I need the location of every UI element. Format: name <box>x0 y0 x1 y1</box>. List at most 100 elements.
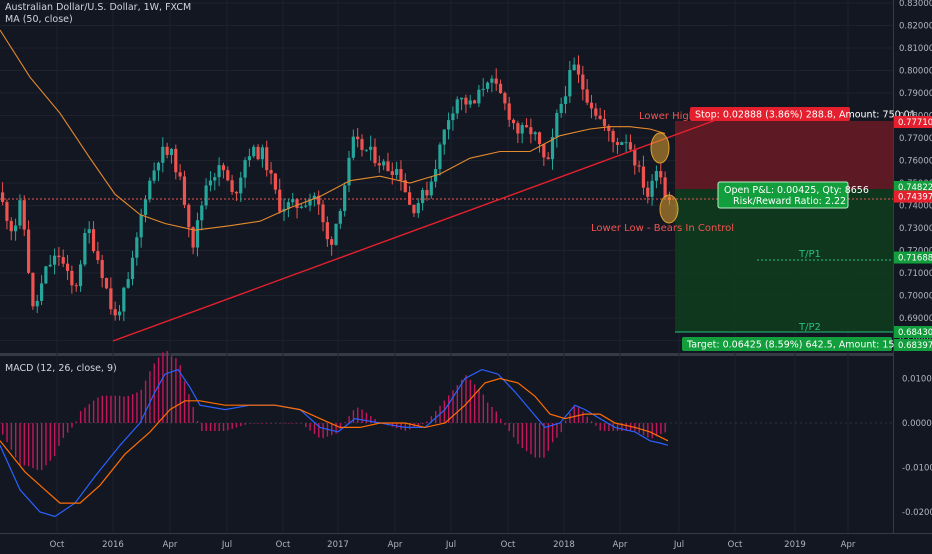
lower-high-marker[interactable] <box>650 132 670 164</box>
lower-low-marker[interactable] <box>659 194 679 224</box>
histogram-bar <box>53 423 56 457</box>
histogram-bar <box>110 395 112 423</box>
candle-body <box>351 136 355 158</box>
price-badge: 0.74397 <box>894 190 932 203</box>
tp2-label[interactable]: T/P2 <box>798 322 821 333</box>
candle-body <box>637 165 641 167</box>
candle-body <box>130 257 135 280</box>
candle-body <box>641 166 646 188</box>
price-tick: 0.74000 <box>899 202 932 212</box>
macd-line[interactable] <box>0 368 669 518</box>
symbol-legend[interactable]: Australian Dollar/U.S. Dollar, 1W, FXCM … <box>5 2 191 26</box>
candle-body <box>429 181 433 196</box>
histogram-bar <box>534 423 536 458</box>
candle-body <box>269 170 273 174</box>
candle-body <box>537 132 542 145</box>
macd-signal-line[interactable] <box>0 377 669 504</box>
candle-body <box>360 139 364 150</box>
histogram-bar <box>660 423 662 435</box>
time-tick: Jul <box>221 540 232 550</box>
stop-loss-zone <box>675 121 893 189</box>
candle-body <box>563 96 568 104</box>
candle-body <box>260 147 264 160</box>
histogram-bar <box>27 423 30 467</box>
histogram-bar <box>205 423 207 432</box>
candle-body <box>403 180 407 193</box>
candle-body <box>654 171 659 181</box>
macd-pane[interactable] <box>0 357 893 533</box>
lower-high-label[interactable]: Lower High <box>639 111 695 122</box>
histogram-bar <box>162 352 164 423</box>
histogram-bar <box>495 411 498 423</box>
histogram-bar <box>651 423 653 439</box>
histogram-bar <box>452 390 454 423</box>
histogram-bar <box>19 423 21 466</box>
histogram-bar <box>62 423 65 438</box>
histogram-bar <box>214 423 216 432</box>
histogram-bar <box>352 410 355 423</box>
price-tick: 0.80000 <box>899 67 932 77</box>
candle-body <box>35 300 39 307</box>
price-axis[interactable]: 0.830000.820000.810000.800000.790000.780… <box>899 0 932 347</box>
price-tick: 0.72000 <box>899 247 932 257</box>
candle-body <box>520 125 524 134</box>
histogram-bar <box>556 423 558 438</box>
candle-body <box>464 97 468 105</box>
histogram-bar <box>664 423 666 433</box>
candle-body <box>230 180 234 192</box>
candle-body <box>174 148 178 173</box>
histogram-bar <box>88 404 90 423</box>
histogram-bar <box>642 423 645 436</box>
time-tick: Jul <box>673 540 684 550</box>
candle-body <box>213 177 217 181</box>
candle-body <box>113 309 117 316</box>
candle-body <box>455 99 459 114</box>
candle-body <box>126 279 130 288</box>
histogram-bar <box>460 379 463 423</box>
histogram-bar <box>36 423 39 470</box>
candle-body <box>243 160 247 178</box>
ma-indicator-title: MA (50, close) <box>5 14 73 25</box>
histogram-bar <box>261 423 264 424</box>
open-pl-label-box[interactable]: Open P&L: 0.00425, Qty: 8656 Risk/Reward… <box>717 181 869 209</box>
target-label-box[interactable]: Target: 0.06425 (8.59%) 642.5, Amount: 1… <box>682 337 922 351</box>
candle-body <box>217 165 221 178</box>
moving-average-line[interactable] <box>0 29 666 231</box>
candle-body <box>265 147 269 171</box>
histogram-bar <box>45 423 47 466</box>
histogram-bar <box>218 423 220 432</box>
candle-body <box>555 112 559 138</box>
macd-tick: -0.0100 <box>902 464 932 474</box>
time-tick: Apr <box>388 540 403 550</box>
histogram-bar <box>101 395 103 423</box>
candle-body <box>256 146 260 160</box>
candle-body <box>234 191 239 194</box>
candle-body <box>143 199 148 215</box>
candle-body <box>390 171 394 175</box>
candle-body <box>304 205 308 207</box>
ascending-trendline[interactable] <box>112 112 736 342</box>
stop-label-box[interactable]: Stop: 0.02888 (3.86%) 288.8, Amount: 750… <box>690 107 916 121</box>
price-tick: 0.71000 <box>899 269 932 279</box>
histogram-bar <box>655 423 658 437</box>
candle-body <box>74 285 78 287</box>
candle-body <box>165 146 169 155</box>
macd-legend[interactable]: MACD (12, 26, close, 9) <box>5 363 117 375</box>
macd-axis[interactable]: 0.0100 0.0000 -0.0100 -0.0200 <box>902 375 932 519</box>
lower-low-label[interactable]: Lower Low - Bears In Control <box>591 223 734 234</box>
candle-body <box>511 119 516 124</box>
time-axis[interactable]: Oct 2016 Apr Jul Oct 2017 Apr Jul Oct 2018 Apr Jul O… <box>50 540 856 550</box>
histogram-bar <box>274 423 277 424</box>
candle-body <box>524 125 529 128</box>
histogram-bar <box>344 422 346 424</box>
histogram-bar <box>179 365 181 423</box>
histogram-bar <box>144 380 147 423</box>
candle-body <box>87 229 91 234</box>
macd-tick: 0.0000 <box>902 419 932 429</box>
histogram-bar <box>512 423 515 438</box>
risk-reward-label: Risk/Reward Ratio: 2.22 <box>733 196 846 207</box>
tp1-label[interactable]: T/P1 <box>798 249 821 260</box>
candle-body <box>425 190 429 196</box>
